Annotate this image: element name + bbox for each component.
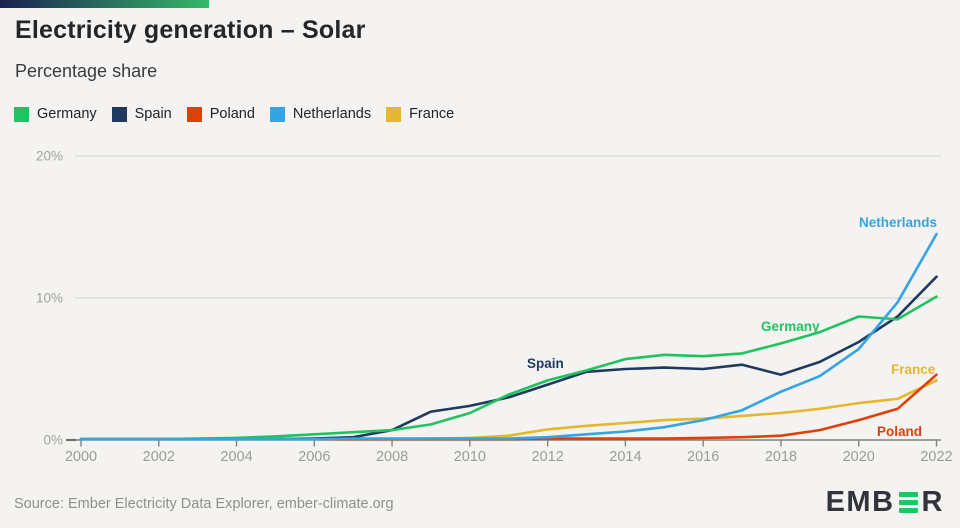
legend-item-france: France xyxy=(386,106,454,122)
legend-item-netherlands: Netherlands xyxy=(269,106,372,122)
y-tick-label: 10% xyxy=(36,291,63,306)
y-tick-label: 20% xyxy=(36,149,63,164)
line-france xyxy=(79,379,938,441)
page-subtitle: Percentage share xyxy=(15,61,158,81)
x-tick-label: 2020 xyxy=(843,449,875,465)
legend-label: France xyxy=(409,106,455,122)
line-spain xyxy=(79,275,938,441)
x-tick-label: 2018 xyxy=(765,449,797,465)
brand-gradient-bar xyxy=(0,0,209,8)
legend-label: Netherlands xyxy=(292,106,372,122)
legend-label: Poland xyxy=(209,106,255,122)
x-tick-label: 2006 xyxy=(298,449,330,465)
legend-swatch-icon xyxy=(386,106,402,122)
x-tick-label: 2012 xyxy=(532,449,564,465)
series-label-france: France xyxy=(891,362,936,377)
y-tick-label: 0% xyxy=(43,433,63,448)
chart-canvas: 0% 10% 20% 2000 2002 2004 2006 2008 2010 2012 2014… xyxy=(36,149,953,466)
logo-text-prefix: EMB xyxy=(825,486,895,518)
x-tick-label: 2010 xyxy=(454,449,486,465)
legend-item-poland: Poland xyxy=(186,106,255,122)
logo-text-suffix: R xyxy=(921,486,944,518)
legend-item-germany: Germany xyxy=(14,106,97,122)
logo-bar xyxy=(898,500,918,505)
series-label-germany: Germany xyxy=(761,319,820,334)
legend-label: Germany xyxy=(37,106,97,122)
line-germany xyxy=(79,295,938,441)
logo-e-bars-icon xyxy=(898,492,918,513)
x-tick-label: 2000 xyxy=(65,449,97,465)
x-tick-label: 2004 xyxy=(220,449,252,465)
legend-swatch-icon xyxy=(14,106,29,122)
page-title: Electricity generation – Solar xyxy=(15,16,366,44)
series-label-spain: Spain xyxy=(527,356,564,371)
legend-label: Spain xyxy=(134,106,172,122)
legend-item-spain: Spain xyxy=(111,106,172,122)
ember-logo: EMB R xyxy=(826,486,944,519)
line-netherlands xyxy=(79,232,938,441)
x-tick-label: 2022 xyxy=(920,449,952,465)
series-label-poland: Poland xyxy=(877,424,922,439)
x-tick-label: 2008 xyxy=(376,449,408,465)
source-text: Source: Ember Electricity Data Explorer,… xyxy=(14,496,394,512)
legend-swatch-icon xyxy=(111,106,127,122)
x-tick-label: 2002 xyxy=(143,449,175,465)
line-poland xyxy=(79,373,938,441)
legend: Germany Spain Poland Netherlands France xyxy=(14,106,454,122)
series-label-netherlands: Netherlands xyxy=(859,215,937,230)
x-tick-label: 2016 xyxy=(687,449,719,465)
logo-bar xyxy=(898,508,918,513)
legend-swatch-icon xyxy=(269,106,285,122)
x-tick-label: 2014 xyxy=(609,449,641,465)
legend-swatch-icon xyxy=(186,106,202,122)
logo-bar xyxy=(898,492,918,497)
